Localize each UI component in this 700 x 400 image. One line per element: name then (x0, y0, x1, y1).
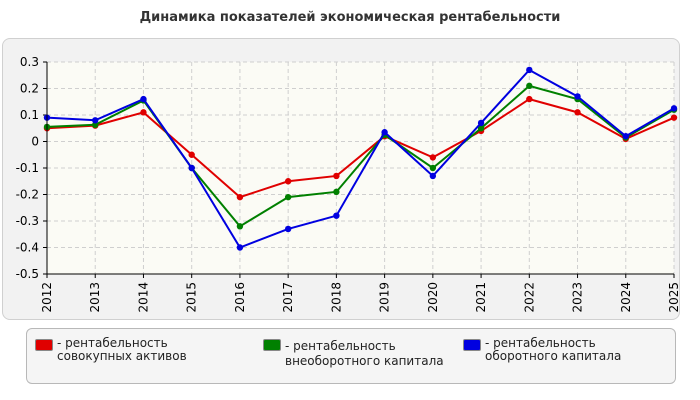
x-tick-label: 2016 (233, 282, 247, 313)
data-point (526, 95, 533, 103)
y-tick-label: -0.1 (16, 161, 39, 175)
y-tick-label: -0.2 (16, 188, 39, 202)
x-tick-label: 2022 (522, 282, 536, 313)
y-axis-ticks: 0.3 0.2 0.1 0 -0.1 -0.2 -0.3 -0.4 -0.5 (16, 55, 47, 281)
legend-label-noncurrent: - рентабельность внеоборотного капитала (285, 339, 444, 368)
x-tick-label: 2019 (378, 282, 392, 313)
legend-swatch-blue (463, 339, 481, 351)
y-tick-label: 0.3 (20, 55, 39, 69)
legend-swatch-green (263, 339, 281, 351)
data-point (284, 225, 292, 233)
y-tick-label: -0.3 (16, 214, 39, 228)
x-axis-ticks: 2012 2013 2014 2015 2016 2017 2018 2019 2020 2021… (40, 274, 681, 313)
series-2 (43, 66, 678, 251)
x-tick-label: 2020 (426, 282, 440, 313)
series (43, 66, 678, 251)
y-tick-label: -0.4 (16, 241, 39, 255)
data-point (429, 164, 437, 172)
legend-swatch-red (35, 339, 53, 351)
data-point (574, 109, 581, 116)
data-point (188, 151, 195, 158)
data-point (92, 117, 99, 124)
y-tick-label: -0.5 (16, 267, 39, 281)
legend-label-assets: - рентабельность совокупных активов (57, 336, 187, 363)
y-tick-label: 0.1 (20, 108, 39, 122)
data-point (188, 164, 195, 172)
x-tick-label: 2024 (619, 282, 633, 313)
data-point (429, 154, 437, 161)
series-line (46, 68, 675, 249)
chart-title: Динамика показателей экономическая рента… (139, 10, 561, 25)
data-point (236, 223, 244, 230)
data-point (236, 193, 244, 201)
data-point (92, 121, 99, 129)
data-point (381, 129, 388, 136)
data-point (140, 109, 147, 116)
legend-label-current: - рентабельность оборотного капитала (485, 336, 622, 363)
x-tick-label: 2015 (185, 282, 199, 313)
series-line (46, 98, 675, 199)
y-tick-label: 0.2 (20, 82, 39, 96)
legend: - рентабельность совокупных активов - ре… (26, 328, 676, 384)
y-tick-label: 0 (31, 135, 39, 149)
data-point (333, 188, 340, 196)
x-tick-label: 2023 (571, 282, 585, 313)
data-point (333, 212, 340, 219)
data-point (236, 244, 244, 251)
data-point (477, 119, 485, 127)
data-point (477, 125, 485, 132)
x-tick-label: 2025 (667, 282, 681, 313)
x-tick-label: 2018 (329, 282, 343, 313)
data-point (526, 66, 533, 74)
data-point (284, 178, 292, 185)
x-tick-label: 2012 (40, 282, 54, 313)
x-tick-label: 2021 (474, 282, 488, 313)
data-point (140, 95, 147, 103)
data-point (622, 133, 629, 140)
data-point (526, 82, 533, 90)
x-tick-label: 2017 (281, 282, 295, 313)
data-point (574, 93, 581, 100)
data-point (284, 193, 292, 201)
data-point (333, 172, 340, 180)
x-tick-label: 2013 (88, 282, 102, 313)
data-point (670, 114, 678, 121)
x-tick-label: 2014 (136, 282, 150, 313)
data-point (670, 105, 678, 112)
data-point (429, 172, 437, 180)
